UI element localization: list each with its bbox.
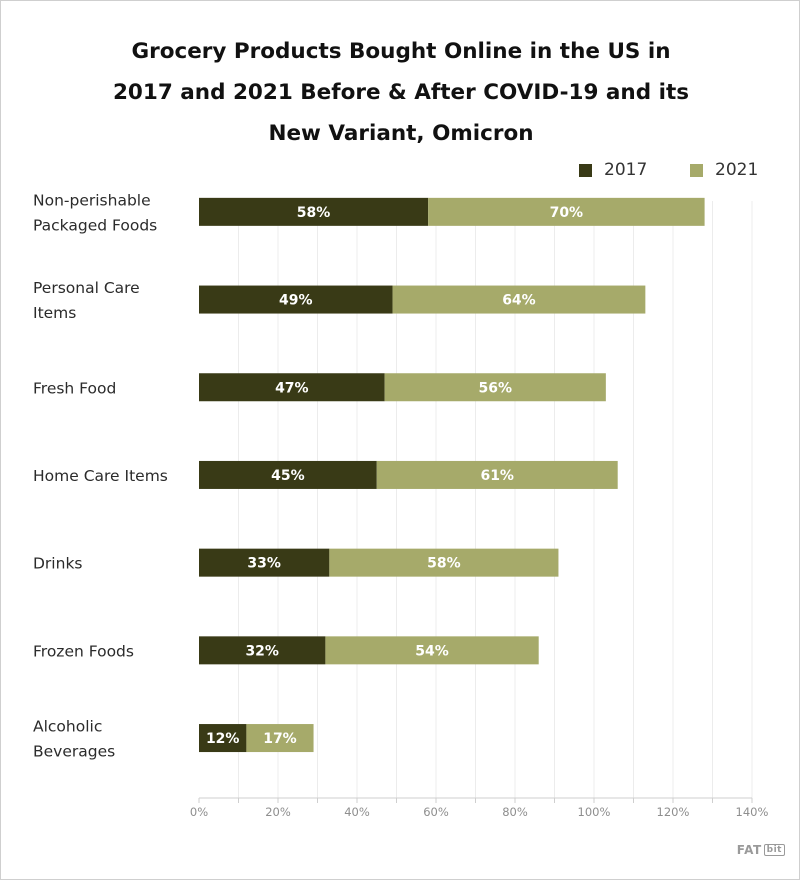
bar-2017-5 bbox=[199, 636, 326, 665]
x-tick-label-80: 80% bbox=[502, 805, 528, 819]
bar-2017-1 bbox=[199, 285, 393, 314]
x-tick-label-120: 120% bbox=[657, 805, 690, 819]
bar-label-2017-0: 58% bbox=[297, 205, 331, 221]
bar-2021-3 bbox=[376, 460, 618, 489]
bar-2021-4 bbox=[329, 548, 559, 577]
brand-logo-badge: bit bbox=[763, 844, 785, 856]
bar-label-2021-6: 17% bbox=[263, 731, 297, 747]
category-label-6-1: Beverages bbox=[33, 743, 115, 761]
x-tick-label-60: 60% bbox=[423, 805, 449, 819]
category-label-0-0: Non-perishable bbox=[33, 191, 151, 209]
category-label-4-0: Drinks bbox=[33, 555, 83, 573]
bar-label-2017-4: 33% bbox=[247, 556, 281, 572]
category-label-3-0: Home Care Items bbox=[33, 467, 168, 485]
bar-label-2021-4: 58% bbox=[427, 556, 461, 572]
bar-2017-3 bbox=[199, 460, 377, 489]
bar-label-2021-1: 64% bbox=[502, 293, 536, 309]
x-tick-label-40: 40% bbox=[344, 805, 370, 819]
bar-label-2017-1: 49% bbox=[279, 293, 313, 309]
bar-label-2021-0: 70% bbox=[550, 205, 584, 221]
category-label-6-0: Alcoholic bbox=[33, 718, 102, 736]
bar-label-2017-2: 47% bbox=[275, 380, 309, 396]
x-tick-label-100: 100% bbox=[578, 805, 611, 819]
bar-label-2021-5: 54% bbox=[415, 643, 449, 659]
brand-logo-text: FAT bbox=[736, 843, 762, 857]
bar-2021-0 bbox=[428, 197, 705, 226]
category-label-1-1: Items bbox=[33, 304, 76, 322]
x-tick-label-0: 0% bbox=[190, 805, 208, 819]
chart-legend: 2017 2021 bbox=[571, 158, 771, 182]
legend-swatch-2017 bbox=[579, 163, 592, 177]
bar-2021-2 bbox=[384, 373, 606, 402]
chart-title-line-3: New Variant, Omicron bbox=[268, 121, 534, 146]
chart-title: Grocery Products Bought Online in the US… bbox=[61, 31, 741, 154]
bar-label-2017-5: 32% bbox=[245, 643, 279, 659]
x-tick-label-140: 140% bbox=[736, 805, 769, 819]
legend-label-2017: 2017 bbox=[604, 160, 648, 180]
bar-2021-6 bbox=[246, 724, 314, 753]
bar-2017-0 bbox=[199, 197, 429, 226]
legend-item-2017: 2017 bbox=[579, 158, 647, 182]
brand-logo: FAT bit bbox=[737, 843, 785, 857]
category-label-5-0: Frozen Foods bbox=[33, 642, 134, 660]
x-tick-label-20: 20% bbox=[265, 805, 291, 819]
bar-2021-1 bbox=[392, 285, 646, 314]
chart-title-line-1: Grocery Products Bought Online in the US… bbox=[131, 39, 671, 64]
bar-2017-2 bbox=[199, 373, 385, 402]
bar-2021-5 bbox=[325, 636, 539, 665]
bar-2017-4 bbox=[199, 548, 330, 577]
legend-item-2021: 2021 bbox=[690, 158, 758, 182]
category-label-2-0: Fresh Food bbox=[33, 379, 116, 397]
category-label-1-0: Personal Care bbox=[33, 279, 140, 297]
legend-swatch-2021 bbox=[690, 163, 703, 177]
chart-title-line-2: 2017 and 2021 Before & After COVID-19 an… bbox=[112, 80, 690, 105]
bar-label-2017-3: 45% bbox=[271, 468, 305, 484]
bar-2017-6 bbox=[199, 724, 247, 753]
category-label-0-1: Packaged Foods bbox=[33, 216, 157, 234]
bar-label-2021-2: 56% bbox=[478, 380, 512, 396]
bar-label-2017-6: 12% bbox=[206, 731, 240, 747]
bar-label-2021-3: 61% bbox=[480, 468, 514, 484]
legend-label-2021: 2021 bbox=[715, 160, 759, 180]
